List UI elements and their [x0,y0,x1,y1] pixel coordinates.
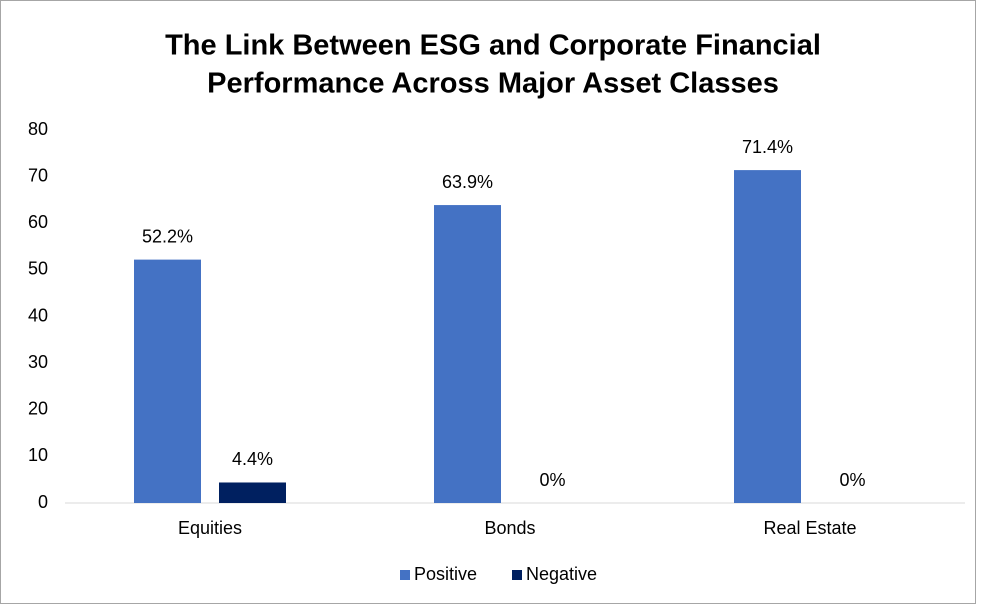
x-tick-label: Bonds [484,518,535,538]
legend-label: Negative [526,564,597,584]
y-tick-label: 80 [28,119,48,139]
y-tick-label: 50 [28,259,48,279]
y-tick-label: 70 [28,165,48,185]
y-tick-label: 40 [28,305,48,325]
data-label: 0% [539,470,565,490]
bar [734,170,801,503]
bar [134,259,201,503]
legend-swatch [400,570,410,580]
data-label: 63.9% [442,172,493,192]
data-label: 0% [839,470,865,490]
x-tick-label: Equities [178,518,242,538]
legend-swatch [512,570,522,580]
x-tick-label: Real Estate [763,518,856,538]
data-label: 52.2% [142,226,193,246]
chart-title: The Link Between ESG and Corporate Finan… [165,30,821,62]
y-tick-label: 10 [28,445,48,465]
y-tick-label: 30 [28,352,48,372]
data-label: 71.4% [742,137,793,157]
y-tick-label: 20 [28,399,48,419]
y-tick-label: 0 [38,492,48,512]
legend-label: Positive [414,564,477,584]
y-tick-label: 60 [28,212,48,232]
bar [434,205,501,503]
data-label: 4.4% [232,449,273,469]
chart-title: Performance Across Major Asset Classes [207,68,779,100]
bar [219,482,286,503]
